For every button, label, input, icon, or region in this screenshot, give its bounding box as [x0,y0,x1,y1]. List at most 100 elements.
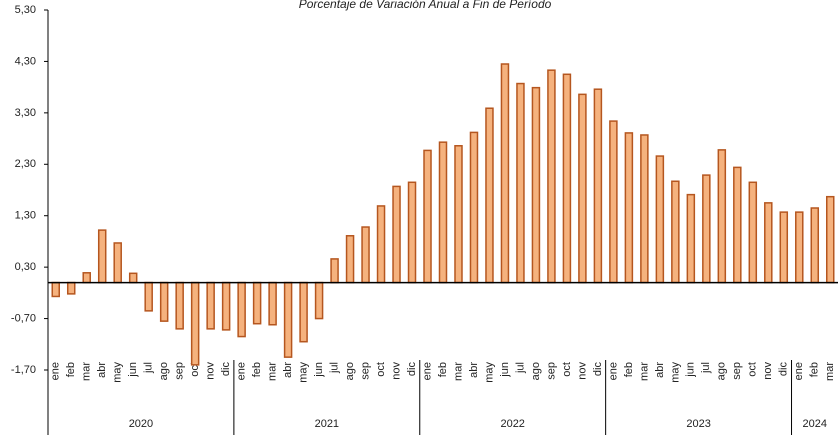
x-tick-label: jul [700,362,712,374]
bar [578,93,587,284]
bar [810,207,820,284]
x-tick-label: dic [778,362,790,377]
x-tick-label: abr [282,362,294,378]
y-tick-label: -0,70 [11,312,36,324]
x-tick-label: oct [375,362,387,377]
x-tick-label: may [112,362,124,383]
x-tick-label: sep [359,362,371,380]
bar [624,132,634,284]
bar [128,272,138,284]
x-tick-label: abr [654,362,666,378]
x-tick-label: dic [592,362,604,377]
x-tick-label: mar [267,362,279,381]
x-tick-label: feb [809,362,821,377]
bar [795,211,804,284]
x-tick-label: jul [143,362,155,374]
year-label: 2020 [129,418,153,430]
x-tick-label: ago [716,362,728,380]
x-tick-label: oct [189,362,201,377]
year-label: 2023 [686,418,710,430]
x-tick-label: feb [65,362,77,377]
x-tick-label: ago [158,362,170,380]
x-tick-label: sep [731,362,743,380]
bar [144,281,153,312]
bar [407,181,417,284]
x-tick-label: dic [406,362,418,377]
bar [97,229,107,284]
x-tick-label: jun [127,362,139,378]
y-tick-label: 2,30 [15,158,36,170]
x-tick-label: feb [623,362,635,377]
y-tick-label: 4,30 [15,55,36,67]
x-tick-label: sep [545,362,557,380]
y-tick-label: -1,70 [11,364,36,376]
x-tick-label: abr [468,362,480,378]
x-tick-label: mar [81,362,93,381]
bar [423,149,432,284]
x-tick-label: dic [220,362,232,377]
bar [593,88,603,284]
x-tick-label: jun [685,362,697,378]
bar [252,281,262,325]
x-tick-label: ago [344,362,356,380]
x-tick-label: ene [607,362,619,380]
x-tick-label: may [297,362,309,383]
bar [330,258,339,284]
bar [485,107,494,284]
x-tick-label: ene [421,362,433,380]
bar [159,281,169,322]
bar [764,202,773,284]
bar [361,226,370,284]
bar [392,185,401,284]
bar [206,281,215,330]
y-tick-label: 0,30 [15,261,36,273]
bar [175,281,184,330]
x-tick-label: ene [793,362,805,380]
x-tick-label: ene [236,362,248,380]
y-tick-label: 1,30 [15,210,36,222]
x-tick-label: jun [499,362,511,378]
bar [717,149,727,284]
x-tick-label: may [483,362,495,383]
x-tick-label: sep [174,362,186,380]
bar [438,141,448,284]
year-label: 2022 [500,418,524,430]
bar [562,73,572,284]
bar [314,281,324,320]
bar [113,242,122,284]
x-tick-label: jul [514,362,526,374]
bar [66,281,76,295]
bar [748,181,758,284]
x-tick-label: ene [50,362,62,380]
bar [671,180,680,284]
x-tick-label: oct [561,362,573,377]
x-tick-label: abr [96,362,108,378]
bar [500,63,510,284]
bar [516,82,525,284]
x-tick-label: jul [328,362,340,374]
x-tick-label: ago [530,362,542,380]
bar [779,211,789,284]
bar [283,281,293,358]
x-tick-label: oct [747,362,759,377]
bar [299,281,308,343]
x-tick-label: nov [390,362,402,380]
bar [826,195,835,284]
bar [655,155,665,284]
x-tick-label: mar [824,362,836,381]
bar [190,281,200,366]
bar [221,281,231,331]
bar [51,281,60,298]
x-tick-label: mar [638,362,650,381]
bar [702,174,711,284]
bar [733,166,742,284]
x-tick-label: feb [437,362,449,377]
bar [547,69,556,284]
y-tick-label: 5,30 [15,4,36,16]
x-tick-label: nov [205,362,217,380]
bar [531,86,541,284]
x-tick-label: nov [762,362,774,380]
y-tick-label: 3,30 [15,107,36,119]
x-tick-label: nov [576,362,588,380]
